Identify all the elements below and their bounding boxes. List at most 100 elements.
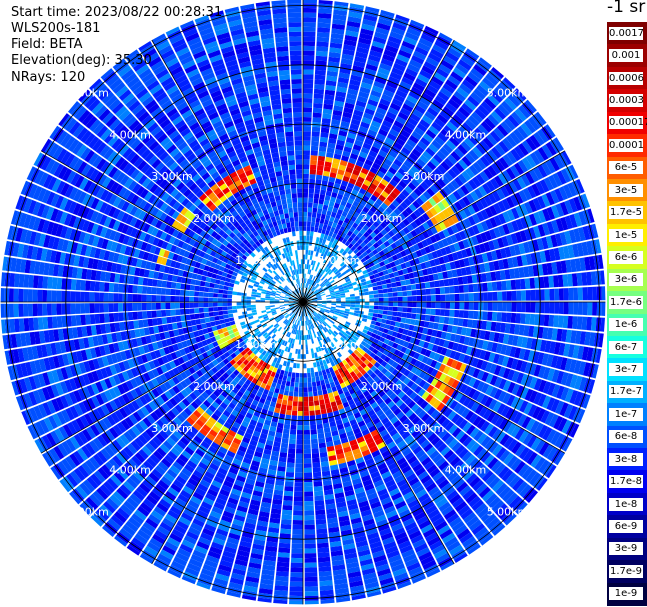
- beta-cell: [511, 207, 520, 220]
- beta-cell: [345, 97, 356, 105]
- beta-cell: [435, 294, 441, 302]
- beta-cell: [392, 292, 398, 297]
- beta-cell: [437, 392, 447, 402]
- beta-cell: [479, 140, 491, 152]
- beta-cell: [322, 259, 327, 265]
- beta-cell: [401, 189, 410, 198]
- beta-cell: [311, 212, 317, 218]
- beta-cell: [389, 191, 398, 200]
- beta-cell: [326, 70, 338, 77]
- beta-cell: [320, 404, 326, 410]
- beta-cell: [516, 255, 523, 267]
- beta-cell: [507, 369, 516, 381]
- beta-cell: [392, 187, 401, 196]
- beta-cell: [543, 314, 550, 327]
- beta-cell: [418, 362, 426, 371]
- beta-cell: [484, 438, 495, 451]
- beta-cell: [428, 274, 435, 282]
- beta-cell: [303, 26, 316, 32]
- beta-cell: [429, 207, 438, 216]
- beta-cell: [537, 129, 549, 143]
- beta-cell: [534, 457, 546, 471]
- beta-cell: [429, 281, 435, 288]
- beta-cell: [527, 404, 537, 417]
- beta-cell: [333, 286, 339, 290]
- beta-cell: [598, 333, 604, 348]
- beta-cell: [407, 330, 413, 337]
- beta-cell: [339, 261, 346, 267]
- beta-cell: [493, 388, 503, 400]
- beta-cell: [480, 435, 492, 448]
- beta-cell: [420, 33, 435, 44]
- beta-cell: [314, 352, 318, 358]
- beta-cell: [446, 206, 455, 216]
- beta-cell: [443, 408, 453, 418]
- beta-cell: [406, 290, 412, 296]
- beta-cell: [546, 446, 558, 461]
- beta-cell: [445, 332, 452, 341]
- beta-cell: [396, 311, 403, 317]
- beta-cell: [370, 194, 378, 202]
- beta-cell: [442, 55, 457, 67]
- beta-cell: [520, 122, 533, 137]
- beta-cell: [350, 204, 357, 212]
- beta-cell: [326, 282, 331, 287]
- beta-cell: [214, 320, 221, 326]
- beta-cell: [311, 131, 320, 137]
- beta-cell: [507, 257, 514, 269]
- beta-cell: [304, 572, 318, 578]
- beta-cell: [388, 272, 395, 279]
- beta-cell: [406, 363, 414, 372]
- beta-cell: [304, 467, 312, 473]
- beta-cell: [318, 268, 322, 274]
- beta-cell: [565, 373, 574, 387]
- beta-cell: [341, 250, 348, 256]
- beta-cell: [515, 481, 528, 495]
- beta-cell: [421, 115, 433, 125]
- beta-cell: [491, 342, 498, 353]
- beta-cell: [429, 351, 436, 360]
- beta-cell: [383, 158, 393, 167]
- beta-cell: [437, 323, 444, 331]
- beta-cell: [501, 170, 512, 183]
- beta-cell: [426, 384, 435, 394]
- beta-cell: [376, 351, 383, 358]
- beta-cell: [435, 287, 441, 295]
- beta-cell: [391, 266, 398, 273]
- beta-cell: [444, 171, 454, 182]
- beta-cell: [370, 89, 382, 98]
- beta-cell: [517, 463, 530, 477]
- beta-cell: [362, 224, 370, 232]
- beta-cell: [309, 405, 315, 411]
- beta-cell: [350, 245, 357, 252]
- beta-cell: [403, 369, 411, 377]
- beta-cell: [425, 237, 433, 246]
- beta-cell: [397, 291, 403, 297]
- beta-cell: [574, 375, 583, 390]
- beta-cell: [330, 306, 336, 309]
- beta-cell: [479, 349, 487, 360]
- beta-cell: [527, 185, 537, 199]
- beta-cell: [406, 380, 415, 388]
- beta-cell: [513, 128, 525, 142]
- beta-cell: [438, 382, 447, 392]
- beta-cell: [513, 267, 520, 279]
- beta-cell: [433, 242, 440, 251]
- beta-cell: [411, 130, 422, 141]
- beta-cell: [450, 151, 461, 162]
- beta-cell: [461, 102, 474, 115]
- beta-cell: [459, 363, 467, 373]
- beta-cell: [410, 178, 420, 188]
- beta-cell: [513, 411, 523, 424]
- beta-cell: [470, 328, 477, 338]
- beta-cell: [343, 39, 357, 47]
- beta-cell: [289, 586, 303, 592]
- beta-cell: [508, 181, 518, 193]
- beta-cell: [483, 351, 491, 361]
- beta-cell: [345, 297, 351, 300]
- beta-cell: [479, 243, 486, 253]
- beta-cell: [546, 206, 556, 220]
- beta-cell: [317, 17, 331, 24]
- beta-cell: [551, 369, 560, 383]
- beta-cell: [440, 128, 452, 139]
